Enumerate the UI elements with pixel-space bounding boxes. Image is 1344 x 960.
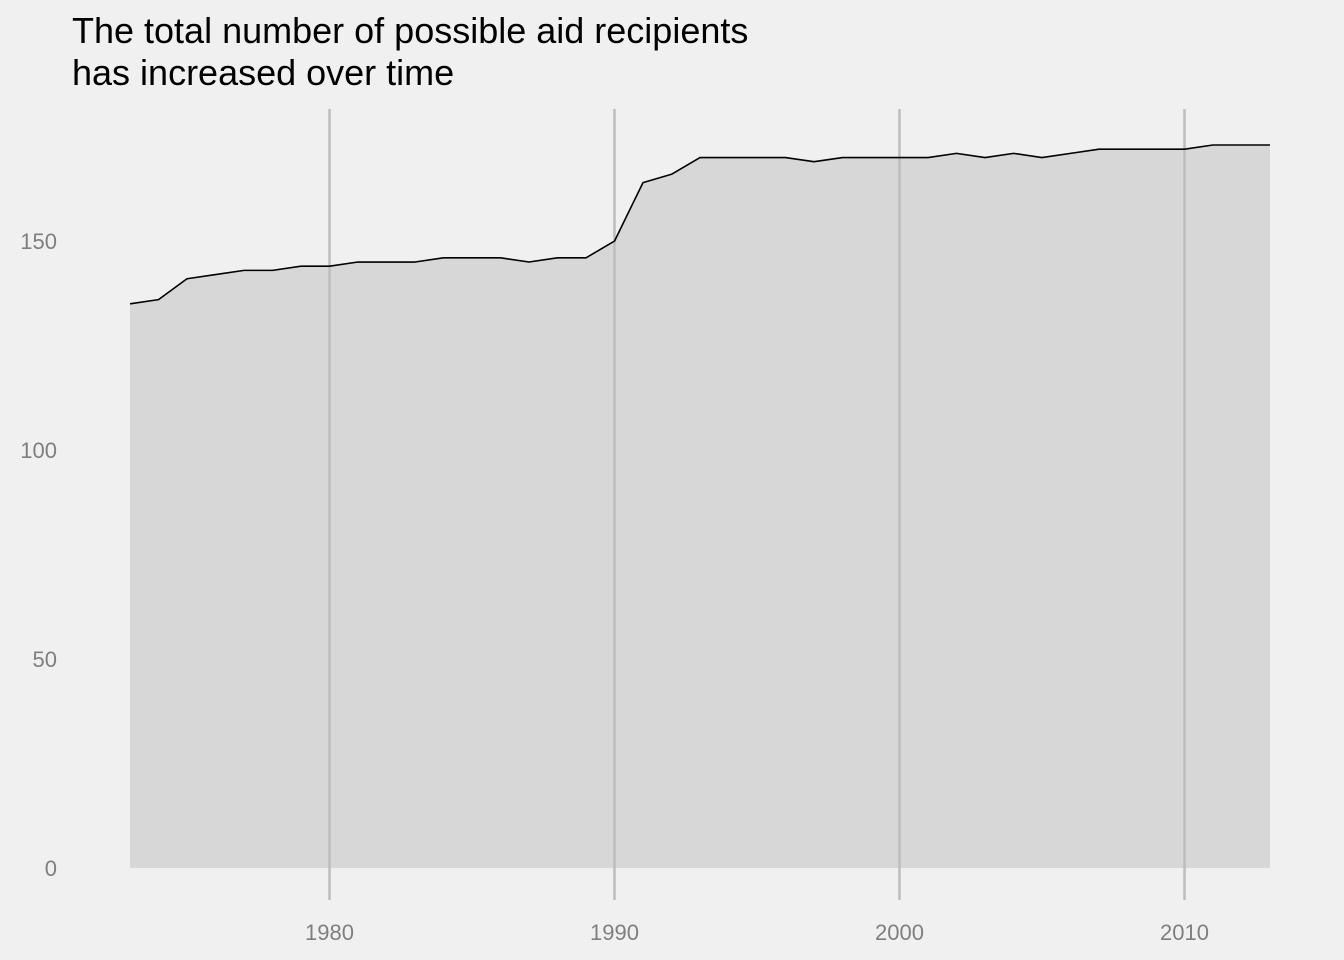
chart-title-line-1: The total number of possible aid recipie… <box>72 10 749 51</box>
x-tick-label-2010: 2010 <box>1160 920 1209 945</box>
series-line <box>129 144 1270 305</box>
y-tick-label-0: 0 <box>45 856 57 881</box>
x-tick-label-1990: 1990 <box>590 920 639 945</box>
y-tick-label-50: 50 <box>33 647 57 672</box>
x-tick-label-1980: 1980 <box>305 920 354 945</box>
y-tick-label-100: 100 <box>20 438 57 463</box>
x-tick-label-2000: 2000 <box>875 920 924 945</box>
y-tick-label-150: 150 <box>20 229 57 254</box>
chart-title-line-2: has increased over time <box>72 52 455 93</box>
area-fill <box>130 145 1270 868</box>
chart-title: The total number of possible aid recipie… <box>72 10 748 94</box>
